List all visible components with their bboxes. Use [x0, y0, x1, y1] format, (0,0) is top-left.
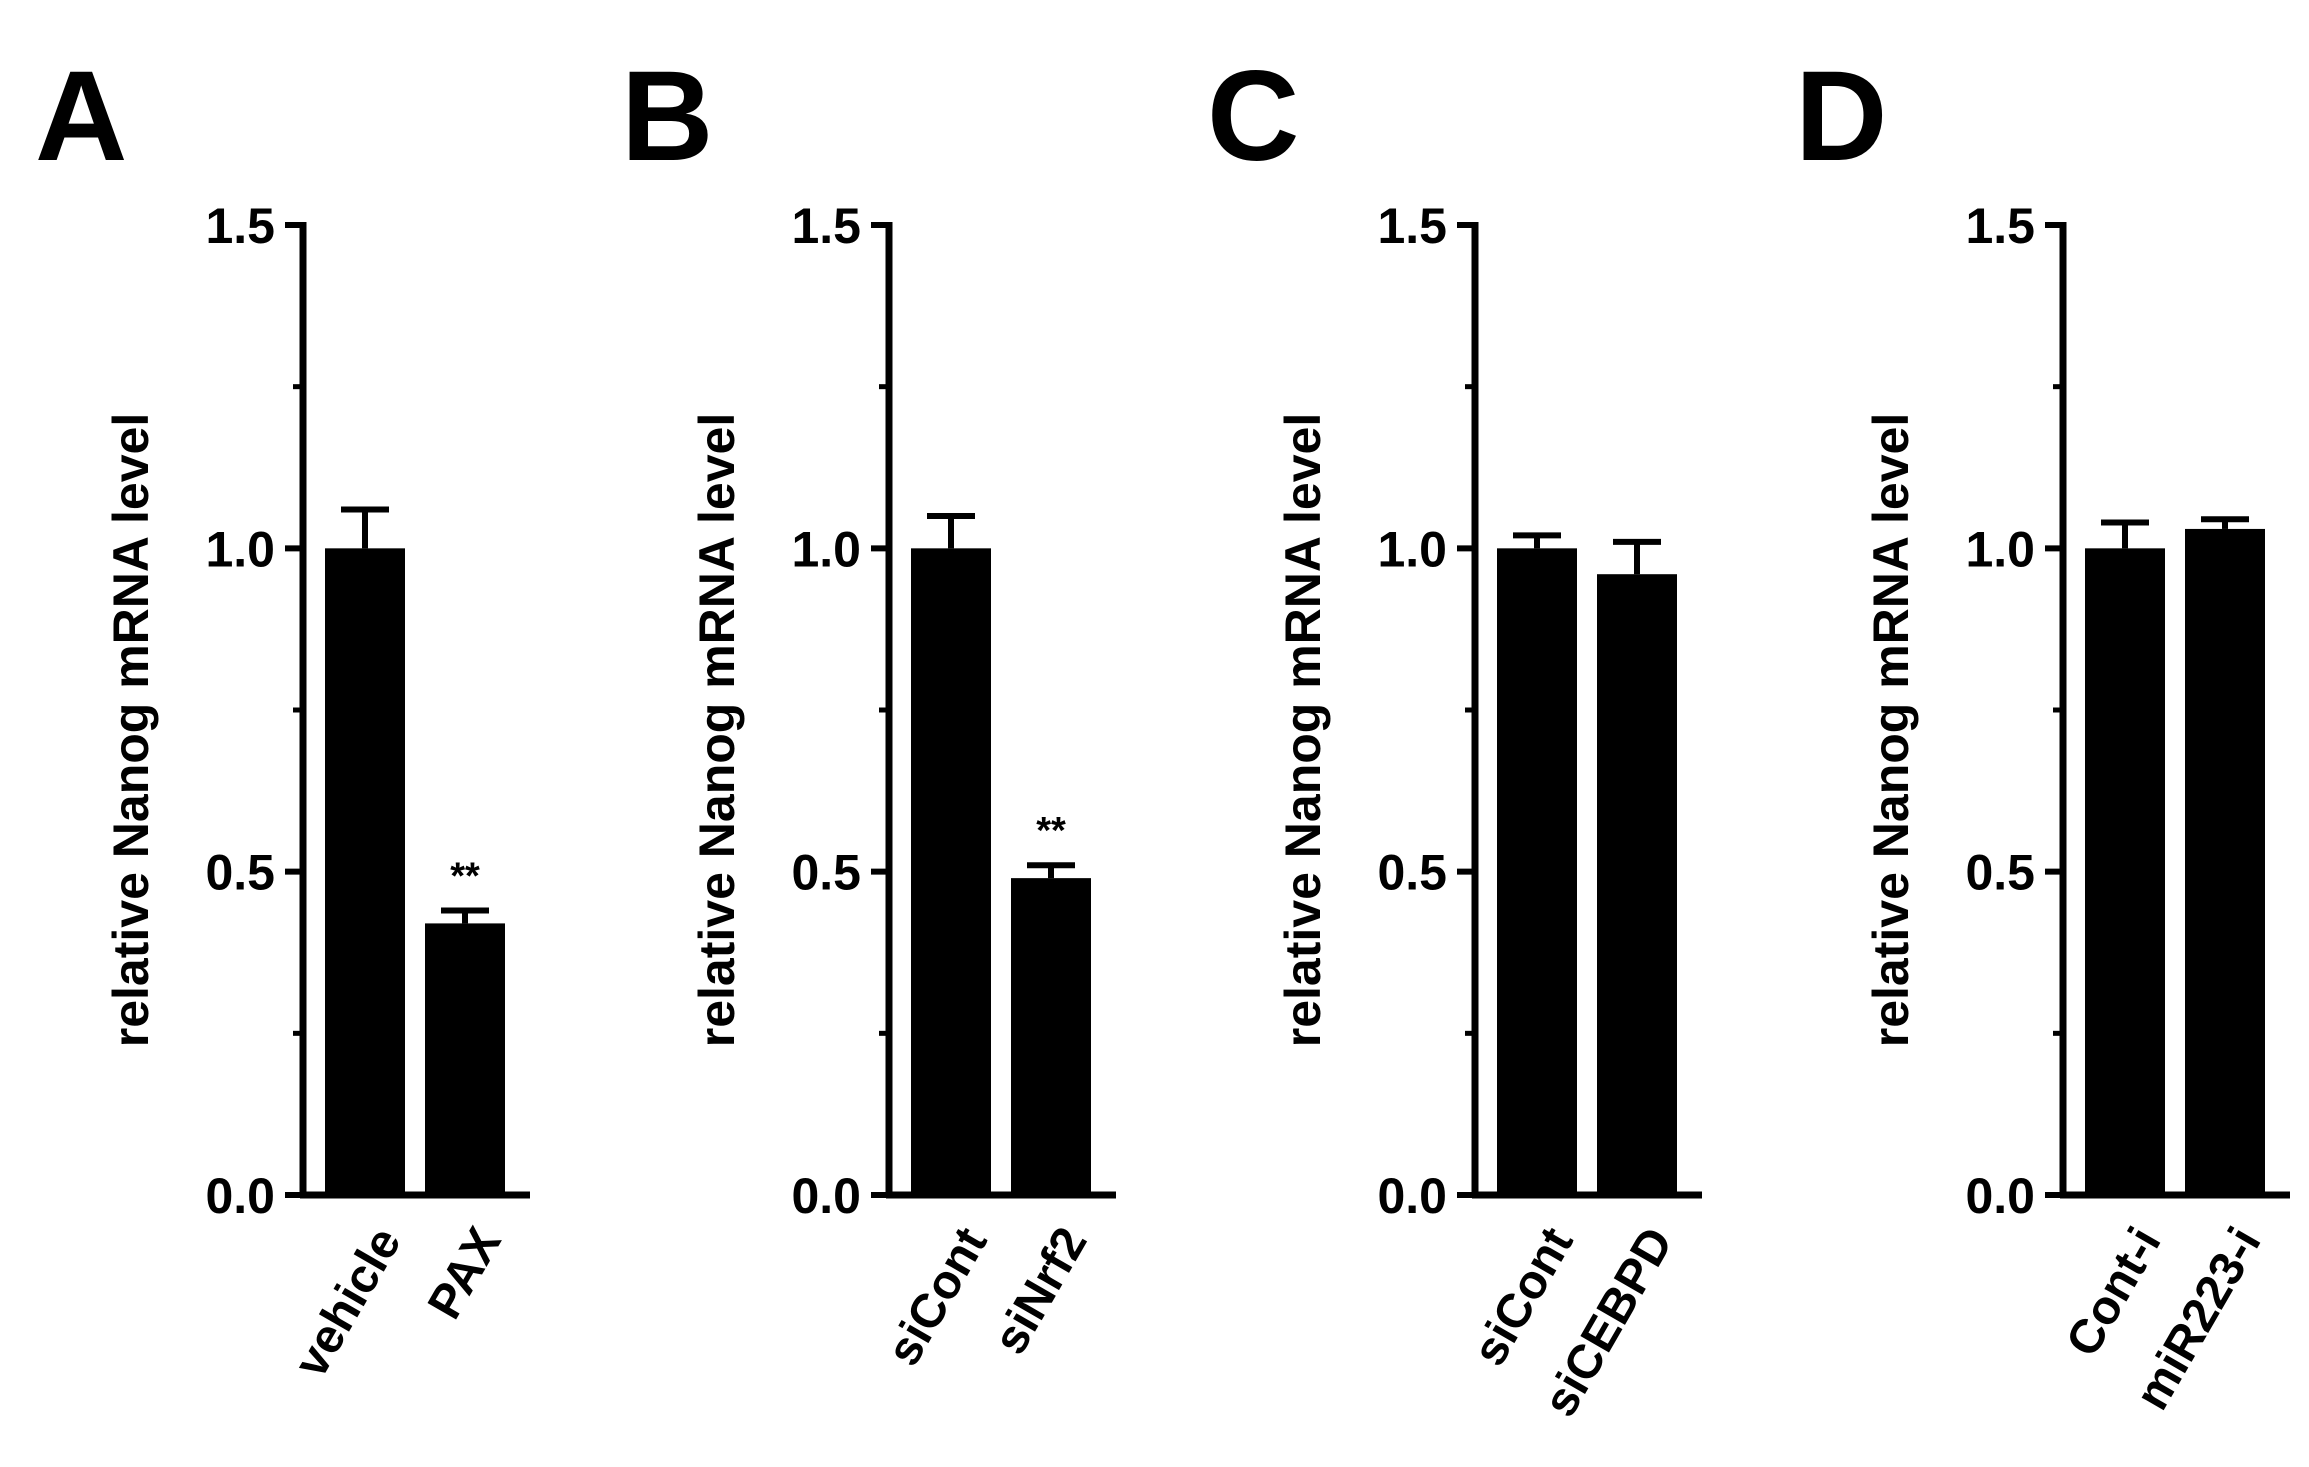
y-axis-label: relative Nanog mRNA level	[1275, 413, 1331, 1047]
y-tick-label: 1.0	[1377, 521, 1447, 577]
y-tick-label: 0.5	[205, 845, 275, 901]
bar-1	[1497, 548, 1577, 1195]
bar-2	[1597, 574, 1677, 1195]
bar-1	[911, 548, 991, 1195]
significance-marker: **	[450, 855, 480, 897]
y-tick-label: 1.5	[205, 198, 275, 254]
bar-1	[2085, 548, 2165, 1195]
y-tick-label: 0.5	[1965, 845, 2035, 901]
y-tick-label: 0.0	[1965, 1168, 2035, 1224]
y-tick-label: 0.0	[1377, 1168, 1447, 1224]
panel-label: A	[35, 45, 127, 188]
y-axis-label: relative Nanog mRNA level	[689, 413, 745, 1047]
y-tick-label: 1.5	[791, 198, 861, 254]
x-category-label: PAX	[418, 1219, 511, 1328]
y-tick-label: 0.5	[791, 845, 861, 901]
y-tick-label: 1.0	[791, 521, 861, 577]
x-category-label: siCont	[877, 1219, 998, 1375]
y-tick-label: 1.0	[205, 521, 275, 577]
panel-label: B	[621, 45, 713, 188]
y-tick-label: 1.5	[1965, 198, 2035, 254]
panel-label: C	[1207, 45, 1299, 188]
bar-2	[1011, 878, 1091, 1195]
bar-2	[2185, 528, 2265, 1195]
panel-label: D	[1795, 45, 1887, 188]
bar-1	[325, 548, 405, 1195]
significance-marker: **	[1036, 810, 1066, 852]
x-category-label: siNrf2	[984, 1219, 1098, 1363]
y-tick-label: 0.5	[1377, 845, 1447, 901]
x-category-label: vehicle	[284, 1219, 411, 1386]
y-tick-label: 1.5	[1377, 198, 1447, 254]
y-tick-label: 0.0	[791, 1168, 861, 1224]
y-tick-label: 0.0	[205, 1168, 275, 1224]
y-axis-label: relative Nanog mRNA level	[103, 413, 159, 1047]
bar-2	[425, 923, 505, 1195]
y-axis-label: relative Nanog mRNA level	[1863, 413, 1919, 1047]
y-tick-label: 1.0	[1965, 521, 2035, 577]
